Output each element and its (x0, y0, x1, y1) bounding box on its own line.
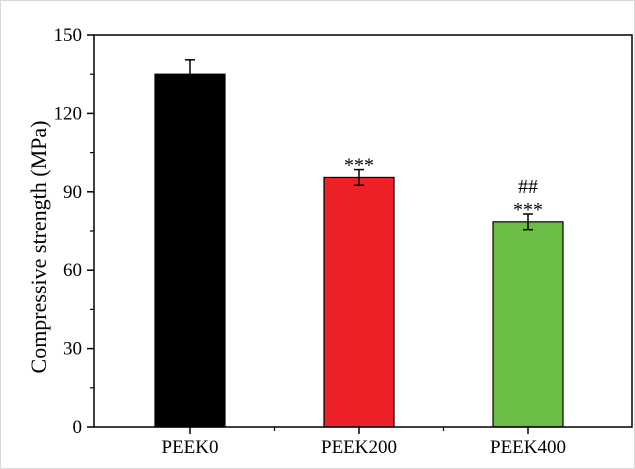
significance-label: *** (513, 199, 543, 221)
y-tick-label: 30 (63, 339, 82, 360)
x-tick-label: PEEK0 (162, 437, 219, 458)
y-axis-title: Compressive strength (MPa) (26, 121, 51, 374)
y-tick-label: 150 (54, 25, 83, 46)
significance-label: *** (344, 155, 374, 177)
y-tick-label: 60 (63, 260, 82, 281)
significance-label: ## (518, 176, 538, 198)
bar-peek200 (323, 176, 395, 428)
bar-peek0 (154, 73, 226, 428)
y-tick-label: 0 (73, 417, 83, 438)
bar-peek400 (492, 221, 564, 428)
x-tick-label: PEEK400 (490, 437, 566, 458)
plot-frame (93, 34, 633, 428)
x-tick-label: PEEK200 (321, 437, 397, 458)
y-tick-label: 90 (63, 182, 82, 203)
y-tick-label: 120 (54, 103, 83, 124)
